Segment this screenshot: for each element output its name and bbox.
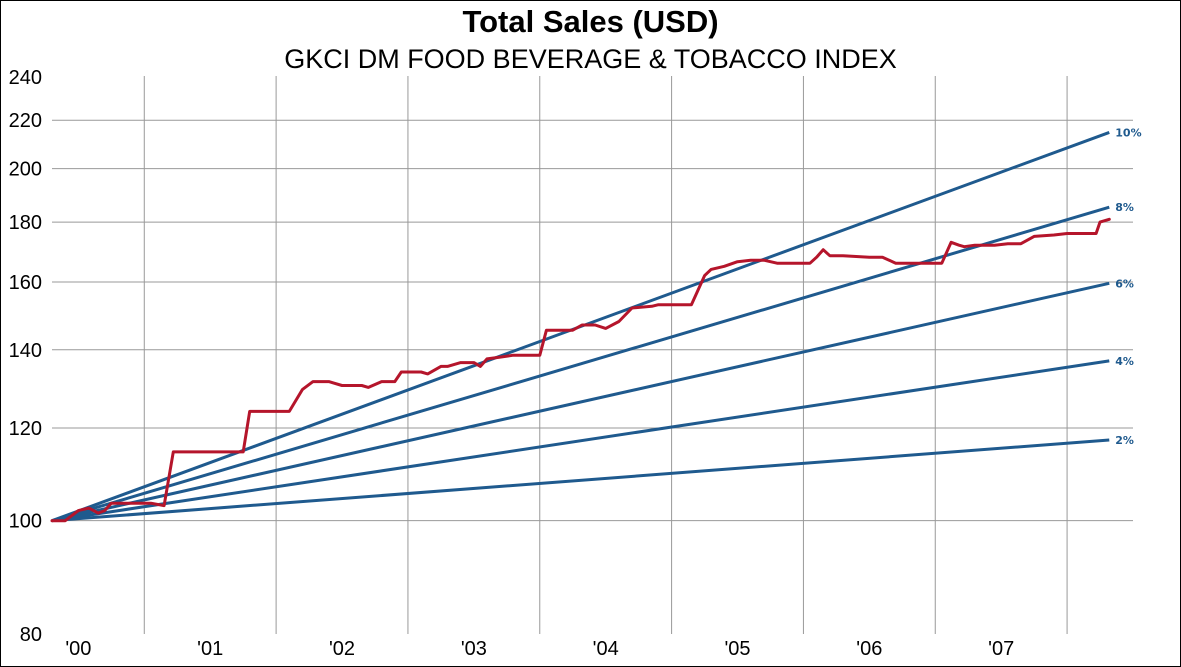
y-tick-label: 140 xyxy=(9,340,42,362)
y-tick-label: 220 xyxy=(9,110,42,132)
y-tick-label: 160 xyxy=(9,272,42,294)
x-tick-label: '07 xyxy=(988,638,1014,660)
reference-label: 10% xyxy=(1115,126,1141,139)
reference-label: 6% xyxy=(1115,277,1134,290)
y-axis-ticks: 80 100 120 140 160 180 200 220 240 xyxy=(9,67,42,646)
y-tick-label: 240 xyxy=(9,67,42,89)
reference-label: 2% xyxy=(1115,434,1134,447)
x-tick-label: '05 xyxy=(724,638,750,660)
x-axis-ticks: '00 '01 '02 '03 '04 '05 '06 '07 xyxy=(65,638,1014,660)
reference-line-4pct xyxy=(51,359,1110,523)
reference-label: 4% xyxy=(1115,355,1134,368)
series-layer xyxy=(50,217,1111,523)
chart-title: Total Sales (USD) xyxy=(462,4,719,39)
x-tick-label: '00 xyxy=(65,638,91,660)
reference-line-2pct xyxy=(51,438,1110,523)
x-tick-label: '06 xyxy=(856,638,882,660)
y-tick-label: 120 xyxy=(9,418,42,440)
x-tick-label: '04 xyxy=(593,638,619,660)
x-tick-label: '02 xyxy=(329,638,355,660)
index-series-line xyxy=(50,217,1111,523)
x-tick-label: '01 xyxy=(197,638,223,660)
reference-line-8pct xyxy=(51,205,1110,523)
y-tick-label: 200 xyxy=(9,159,42,181)
reference-lines: 10% 8% 6% 4% 2% xyxy=(51,126,1142,523)
x-tick-label: '03 xyxy=(461,638,487,660)
chart-subtitle: GKCI DM FOOD BEVERAGE & TOBACCO INDEX xyxy=(284,44,897,74)
reference-label: 8% xyxy=(1115,201,1134,214)
y-tick-label: 180 xyxy=(9,212,42,234)
y-tick-label: 80 xyxy=(20,624,42,646)
reference-line-6pct xyxy=(51,281,1110,523)
y-tick-label: 100 xyxy=(9,511,42,533)
grid-layer xyxy=(52,76,1133,634)
